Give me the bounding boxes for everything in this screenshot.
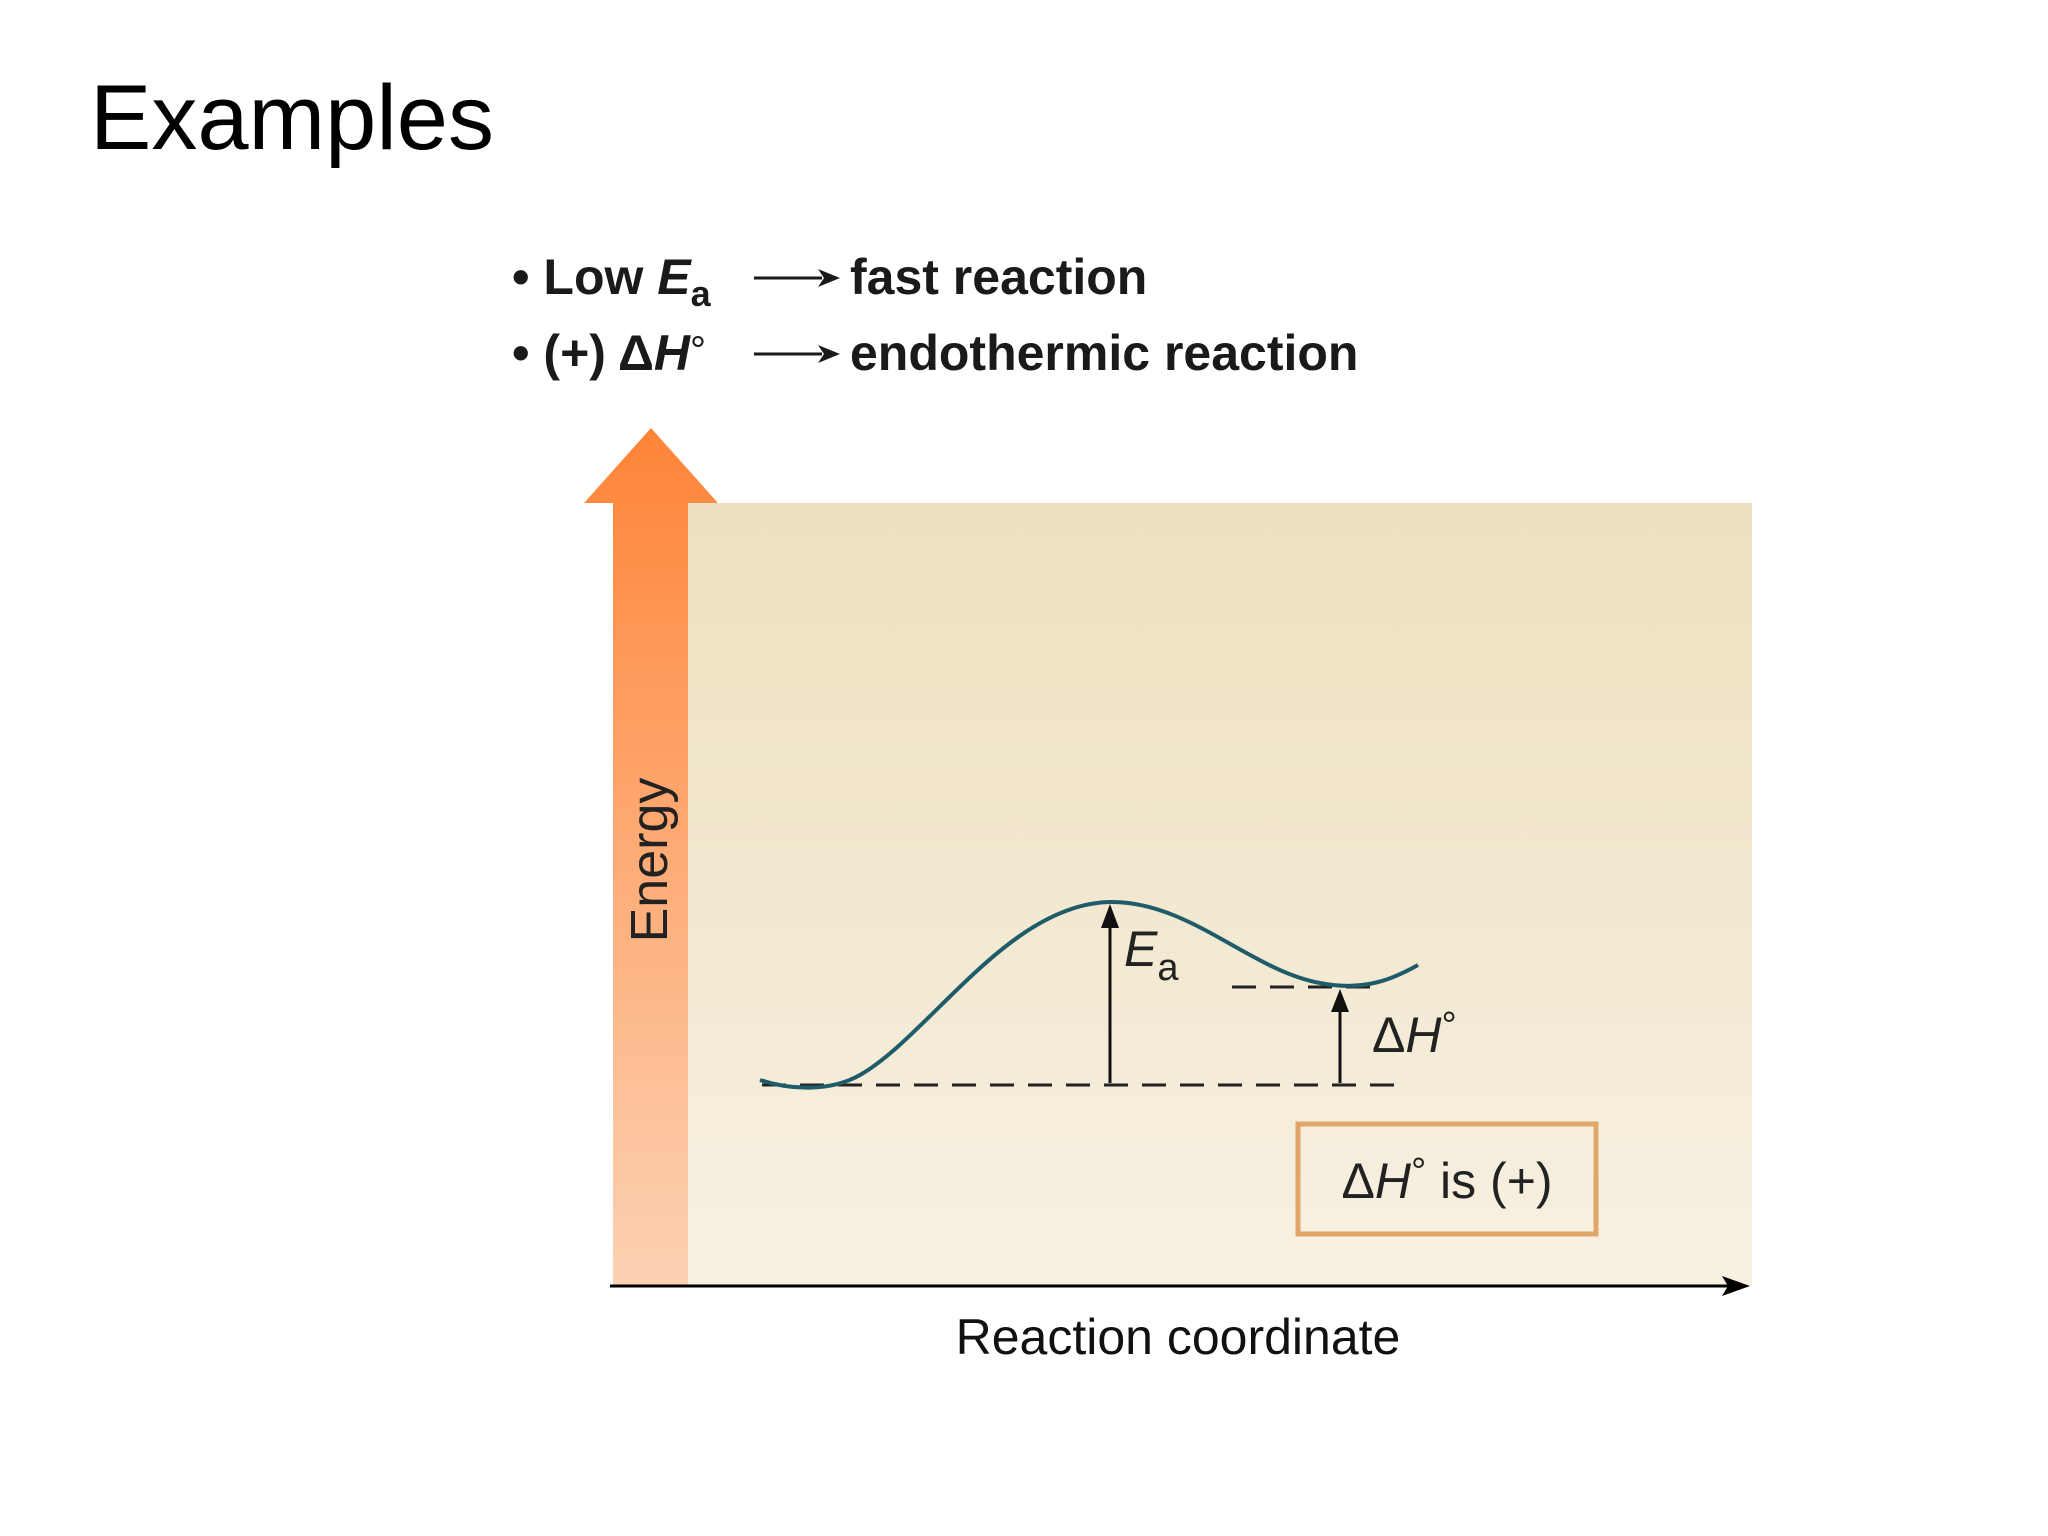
reaction-coordinate-label: Reaction coordinate [956,1309,1401,1365]
result-box-text: ΔH° is (+) [1341,1151,1552,1209]
bullet-variable: H [653,325,691,381]
bullet-positive-dh-result: endothermic reaction [850,325,1359,381]
dh-delta: Δ [1372,1007,1405,1063]
bullet-variable: E [657,249,691,305]
result-text: is (+) [1426,1153,1552,1209]
bullet-marker: • [512,249,530,305]
ea-subscript: a [1157,947,1179,989]
dh-degree: ° [1442,1005,1457,1047]
dh-variable: H [1405,1007,1442,1063]
bullet-degree: ° [690,329,707,373]
dh-label: ΔH° [1372,1005,1457,1063]
result-variable: H [1375,1153,1412,1209]
energy-profile-curve [759,899,1419,1090]
result-degree: ° [1411,1151,1426,1193]
dh-arrowhead-icon [1331,989,1349,1012]
energy-axis-label: Energy [621,778,679,943]
ea-arrowhead-icon [1101,904,1119,928]
right-arrow-icon [754,269,840,287]
energy-axis-arrow [584,428,718,1286]
bullet-prefix: (+) Δ [543,325,654,381]
result-delta: Δ [1341,1153,1374,1209]
bullet-marker: • [512,325,530,381]
ea-variable: E [1124,921,1158,977]
bullet-low-ea-result: fast reaction [850,249,1148,305]
bullet-prefix: Low [543,249,658,305]
bullet-subscript: a [690,273,711,314]
slide-title: Examples [90,67,494,169]
diagram-background [688,503,1752,1286]
result-box [1295,1121,1599,1237]
axis-arrowhead-icon [1722,1276,1750,1296]
bullet-positive-dh-condition: • (+) ΔH° [512,328,706,378]
bullet-low-ea-condition: • Low Ea [512,249,711,312]
right-arrow-icon [754,345,840,363]
ea-label: Ea [1124,921,1179,989]
